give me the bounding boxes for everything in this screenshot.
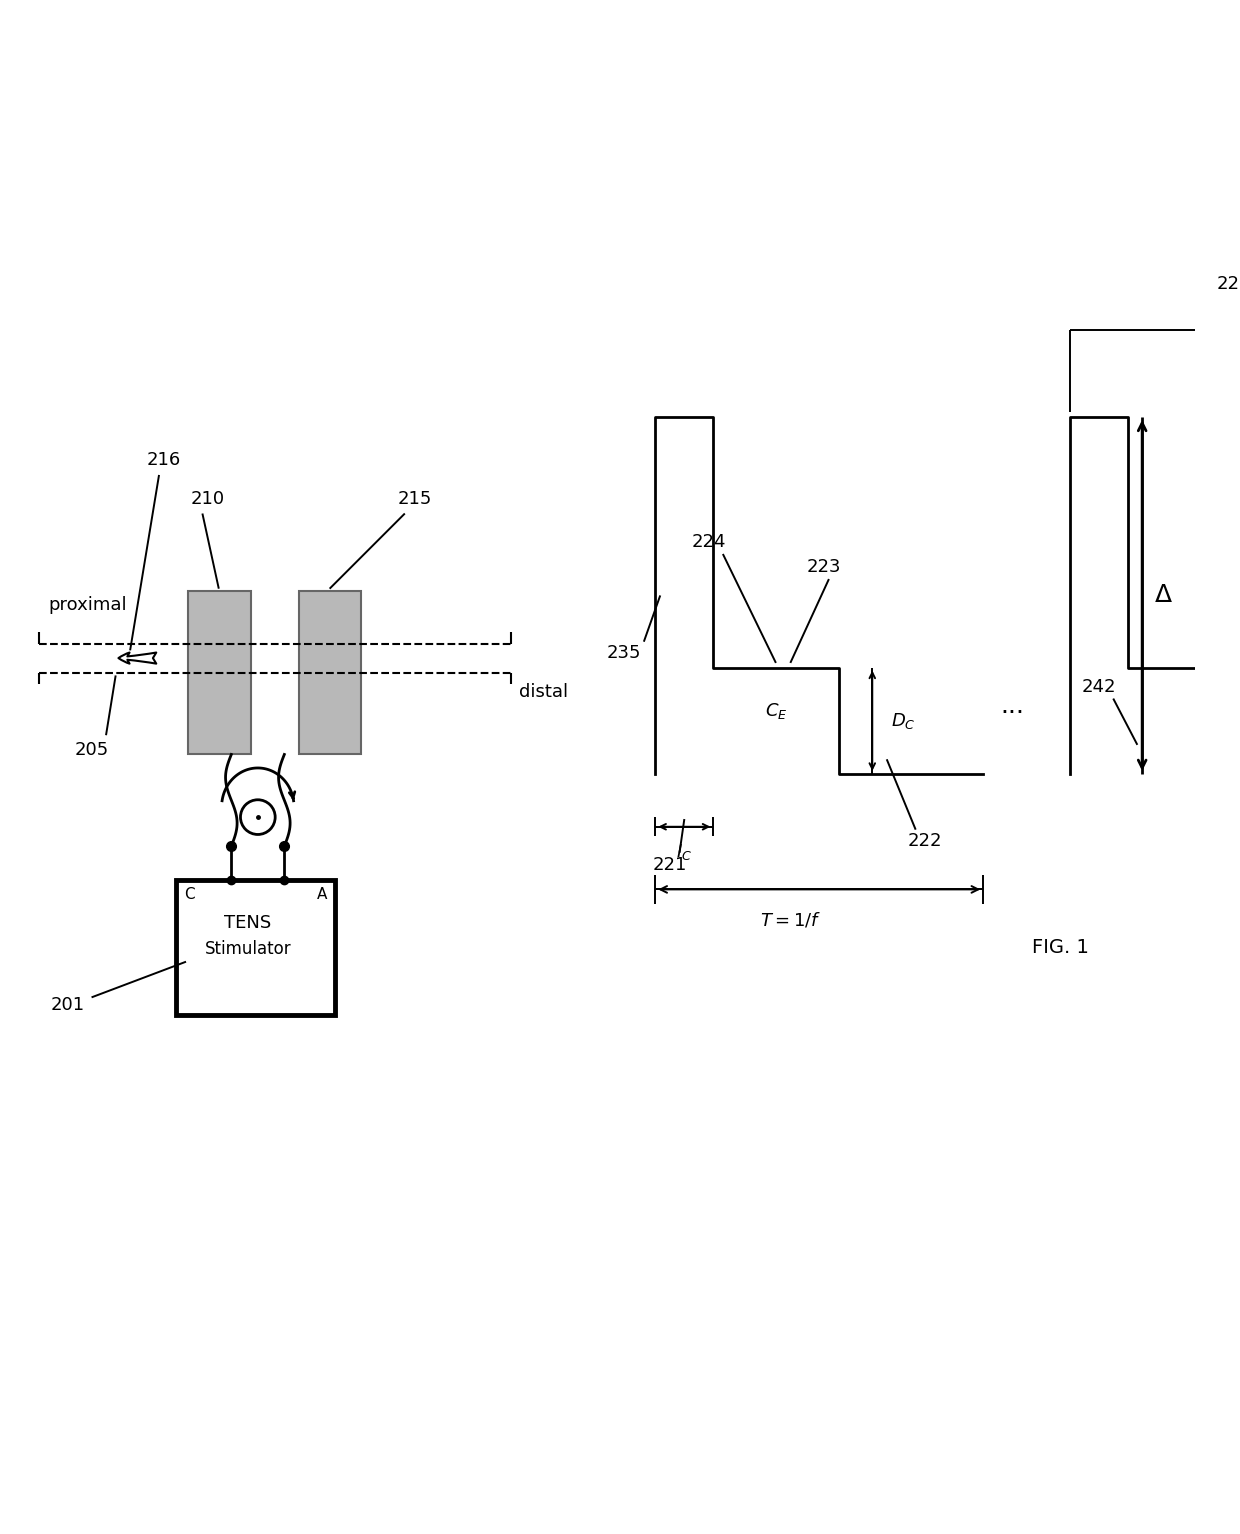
Text: distal: distal bbox=[518, 683, 568, 701]
Text: $C_E$: $C_E$ bbox=[765, 701, 787, 721]
Text: $I_C$: $I_C$ bbox=[676, 842, 692, 862]
Text: 235: 235 bbox=[606, 644, 641, 663]
Text: 224: 224 bbox=[691, 534, 725, 551]
Text: FIG. 1: FIG. 1 bbox=[1032, 937, 1089, 957]
Text: C: C bbox=[185, 887, 195, 902]
Text: $D_C$: $D_C$ bbox=[890, 710, 915, 730]
Text: 210: 210 bbox=[190, 489, 224, 508]
Text: $\Delta$: $\Delta$ bbox=[1154, 583, 1173, 607]
Text: ...: ... bbox=[999, 695, 1024, 718]
Text: TENS: TENS bbox=[224, 914, 272, 933]
Bar bbox=[176, 881, 336, 1014]
Text: 221: 221 bbox=[652, 856, 687, 874]
Text: 222: 222 bbox=[908, 833, 942, 850]
Text: 215: 215 bbox=[397, 489, 432, 508]
Text: proximal: proximal bbox=[48, 597, 126, 614]
Bar bbox=[299, 591, 361, 755]
Text: 242: 242 bbox=[1081, 678, 1116, 696]
Text: 201: 201 bbox=[51, 996, 84, 1014]
Text: 220: 220 bbox=[1216, 275, 1240, 293]
Text: Stimulator: Stimulator bbox=[205, 940, 291, 959]
Text: 223: 223 bbox=[807, 557, 842, 575]
Bar bbox=[188, 591, 250, 755]
Text: $T = 1/f$: $T = 1/f$ bbox=[760, 911, 821, 930]
Text: A: A bbox=[316, 887, 327, 902]
Text: 205: 205 bbox=[74, 741, 109, 759]
Text: 216: 216 bbox=[146, 451, 181, 469]
